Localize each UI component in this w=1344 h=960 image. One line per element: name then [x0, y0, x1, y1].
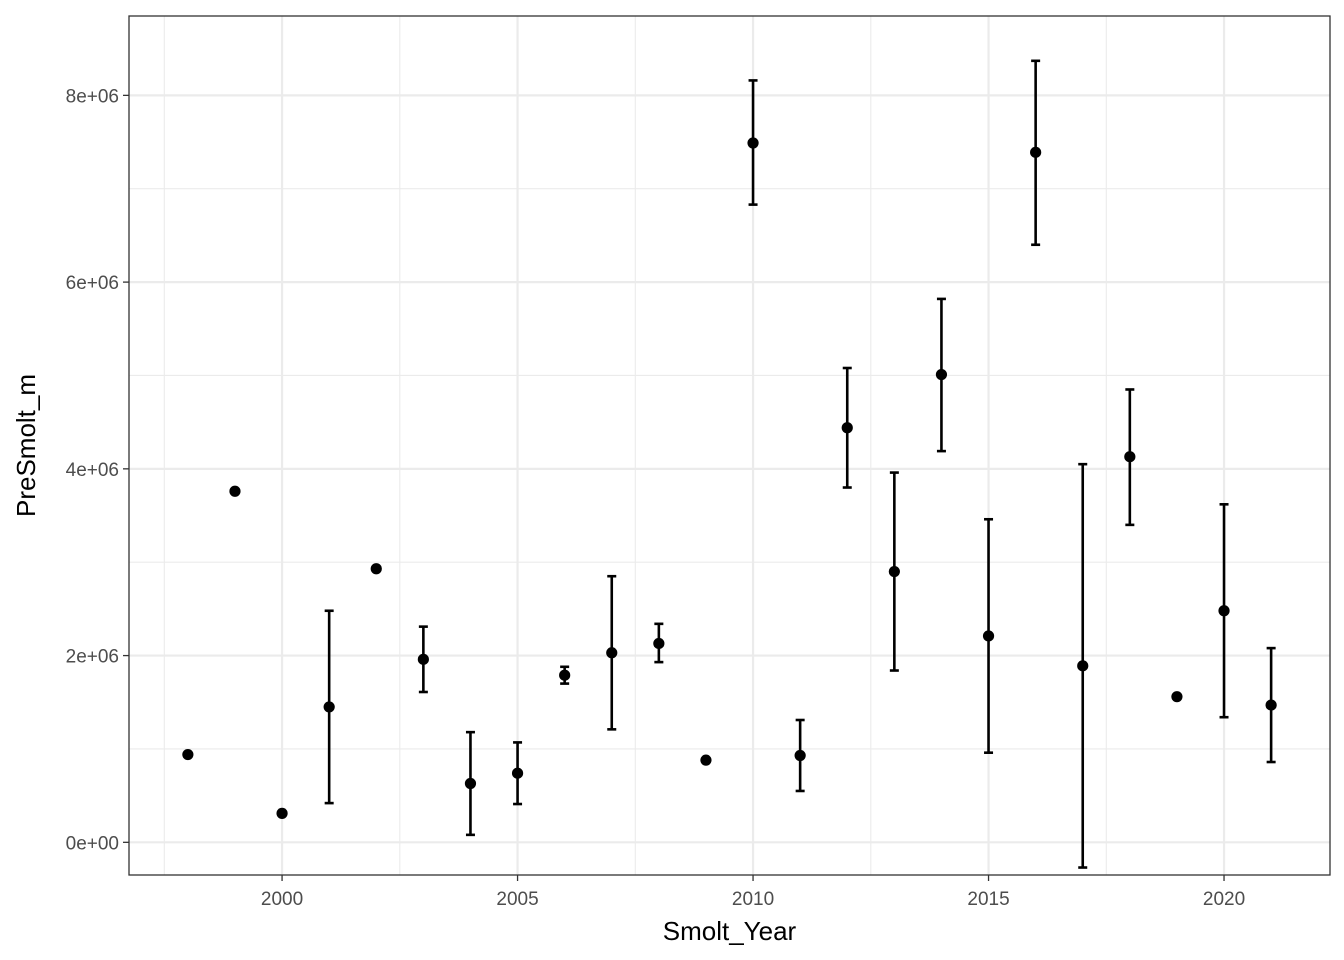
data-point	[841, 422, 853, 434]
data-point	[1077, 660, 1089, 672]
data-point	[182, 748, 194, 761]
data-point	[794, 749, 806, 762]
y-tick-label: 6e+06	[66, 273, 119, 294]
panel-border	[128, 15, 1331, 876]
y-tick-label: 0e+00	[66, 833, 119, 854]
x-tick-label: 2000	[261, 889, 303, 910]
data-point	[511, 767, 524, 779]
data-point	[1030, 146, 1042, 158]
data-point	[653, 637, 665, 650]
data-point	[888, 565, 900, 578]
x-axis-title: Smolt_Year	[663, 916, 797, 946]
plot-panel	[129, 16, 1330, 875]
data-point	[1124, 451, 1136, 463]
data-point	[935, 368, 948, 381]
data-point	[464, 777, 477, 790]
data-point	[747, 137, 759, 149]
data-point	[1171, 691, 1183, 703]
data-point	[982, 630, 995, 642]
data-point	[606, 647, 618, 659]
data-point	[1218, 605, 1230, 617]
x-tick-label: 2020	[1203, 889, 1245, 910]
minor-gridlines	[129, 16, 1330, 875]
x-tick-label: 2005	[496, 889, 538, 910]
x-tick-label: 2010	[732, 889, 774, 910]
data-points	[182, 137, 1277, 819]
y-tick-label: 2e+06	[66, 647, 119, 668]
data-point	[417, 653, 429, 665]
data-point	[229, 485, 241, 497]
data-point	[559, 669, 571, 681]
x-tick-label: 2015	[967, 889, 1009, 910]
data-point	[276, 807, 288, 819]
data-point	[1265, 699, 1277, 711]
x-axis-ticks: 2000 2005 2010 2015 2020	[261, 875, 1245, 910]
y-tick-label: 4e+06	[66, 460, 119, 481]
error-bars	[324, 59, 1276, 869]
y-axis-title: PreSmolt_m	[11, 374, 41, 517]
data-point	[323, 701, 335, 713]
y-axis-ticks: 0e+00 2e+06 4e+06 6e+06 8e+06	[66, 86, 129, 854]
data-point	[370, 563, 382, 575]
y-tick-label: 8e+06	[66, 86, 119, 107]
data-point	[700, 754, 712, 766]
